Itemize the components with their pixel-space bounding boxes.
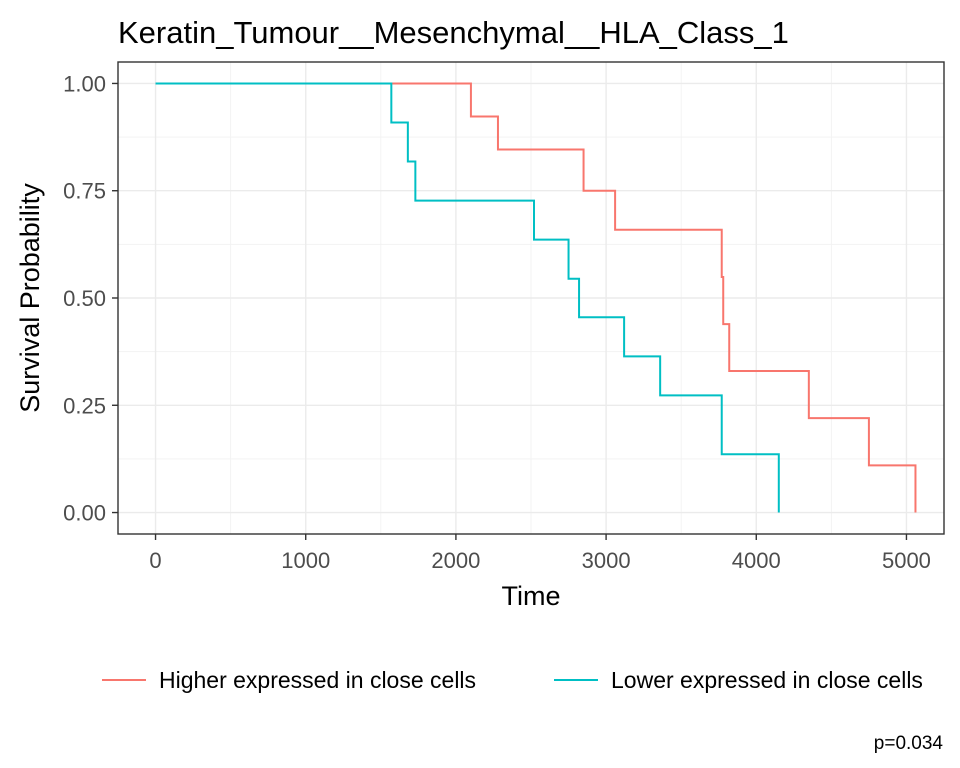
chart-title: Keratin_Tumour__Mesenchymal__HLA_Class_1 bbox=[118, 15, 789, 50]
grid bbox=[118, 62, 944, 534]
y-tick-label: 0.00 bbox=[63, 501, 106, 526]
x-tick-label: 0 bbox=[149, 548, 161, 573]
survival-curve-lower bbox=[155, 82, 780, 513]
x-tick-label: 3000 bbox=[582, 548, 631, 573]
y-tick-label: 1.00 bbox=[63, 71, 106, 96]
x-tick-label: 1000 bbox=[281, 548, 330, 573]
y-tick-label: 0.25 bbox=[63, 393, 106, 418]
x-tick-label: 2000 bbox=[431, 548, 480, 573]
survival-curve-higher bbox=[155, 82, 917, 513]
p-value-annotation: p=0.034 bbox=[874, 733, 944, 754]
legend: Higher expressed in close cells Lower ex… bbox=[102, 667, 923, 693]
legend-label-lower: Lower expressed in close cells bbox=[611, 667, 923, 693]
legend-label-higher: Higher expressed in close cells bbox=[159, 667, 476, 693]
series-layer bbox=[155, 82, 917, 513]
y-tick-label: 0.50 bbox=[63, 286, 106, 311]
x-tick-label: 5000 bbox=[882, 548, 931, 573]
axes: 0 1000 2000 3000 4000 5000 0.00 0.25 0.50 0.75 1.0… bbox=[63, 71, 931, 573]
y-axis-title: Survival Probability bbox=[15, 183, 45, 413]
x-axis-title: Time bbox=[502, 581, 561, 611]
y-tick-label: 0.75 bbox=[63, 179, 106, 204]
x-tick-label: 4000 bbox=[732, 548, 781, 573]
